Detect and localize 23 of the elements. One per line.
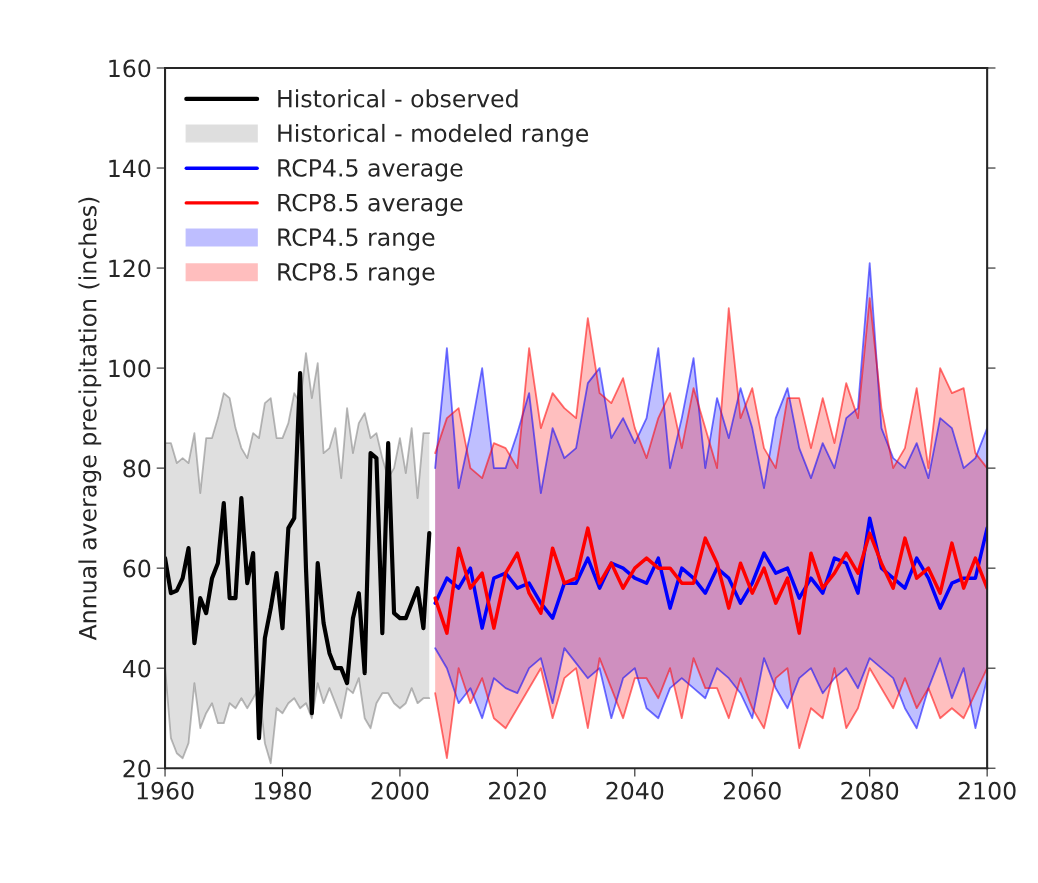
y-tick-label: 20: [123, 759, 151, 778]
y-tick-label: 40: [122, 659, 151, 678]
legend-label: Historical - observed: [278, 89, 518, 108]
x-tick-label: 1980: [255, 781, 311, 800]
y-tick-label: 60: [123, 559, 151, 578]
legend-label: RCP8.5 range: [278, 262, 435, 286]
x-tick-label: 2060: [723, 781, 781, 800]
x-tick-label: 2020: [489, 781, 546, 800]
legend-label: RCP8.5 average: [278, 193, 463, 217]
x-tick-label: 2000: [371, 781, 429, 800]
legend-label: RCP4.5 average: [278, 158, 463, 182]
y-tick-label: 160: [109, 59, 151, 78]
x-tick-label: 1960: [137, 781, 194, 800]
x-tick-label: 2040: [606, 781, 664, 800]
legend-label: Historical - modeled range: [278, 123, 589, 147]
legend-label: RCP4.5 range: [278, 228, 435, 251]
x-tick-label: 2100: [958, 781, 1016, 800]
y-tick-label: 140: [109, 159, 151, 178]
y-axis-title: Annual average precipitation (inches): [78, 197, 102, 641]
y-tick-label: 100: [109, 359, 151, 378]
x-tick-label: 2080: [841, 781, 899, 800]
y-tick-label: 120: [109, 259, 151, 278]
y-tick-label: 80: [123, 459, 151, 478]
